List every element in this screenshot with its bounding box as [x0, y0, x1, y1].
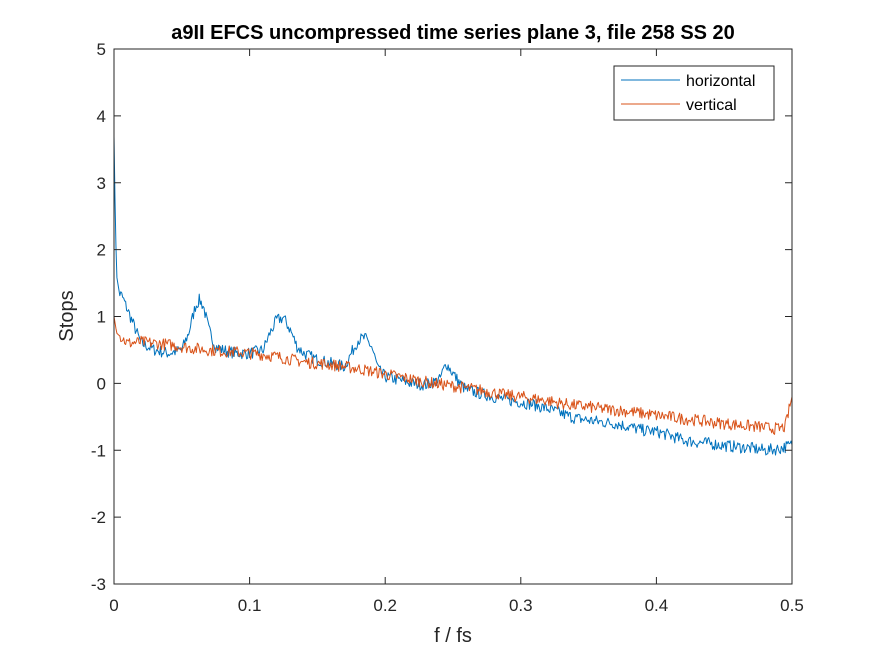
plot-area — [114, 49, 792, 584]
y-tick-label: 4 — [97, 107, 106, 126]
x-axis-ticks: 0 0.1 0.2 0.3 0.4 0.5 — [109, 49, 804, 615]
y-tick-label: -1 — [91, 441, 106, 460]
y-tick-label: 0 — [97, 374, 106, 393]
x-tick-label: 0.1 — [238, 596, 262, 615]
x-tick-label: 0 — [109, 596, 118, 615]
series-line-horizontal — [113, 135, 793, 456]
y-axis-ticks: -3 -2 -1 0 1 2 3 4 5 — [91, 40, 792, 594]
y-tick-label: -3 — [91, 575, 106, 594]
legend-box — [613, 65, 775, 121]
x-tick-label: 0.4 — [645, 596, 669, 615]
series-line-vertical — [113, 316, 793, 435]
legend-label-vertical: vertical — [686, 97, 737, 114]
x-tick-label: 0.5 — [780, 596, 804, 615]
x-tick-label: 0.2 — [373, 596, 397, 615]
legend: horizontal vertical — [613, 65, 775, 121]
y-tick-label: 3 — [97, 174, 106, 193]
y-tick-label: 5 — [97, 40, 106, 59]
legend-label-horizontal: horizontal — [686, 73, 755, 90]
y-axis-title: Stops — [56, 290, 78, 341]
chart-title: a9II EFCS uncompressed time series plane… — [171, 22, 735, 44]
y-tick-label: 2 — [97, 241, 106, 260]
y-tick-label: -2 — [91, 508, 106, 527]
y-tick-label: 1 — [97, 308, 106, 327]
series-layer — [113, 135, 793, 456]
x-tick-label: 0.3 — [509, 596, 533, 615]
x-axis-title: f / fs — [434, 625, 472, 647]
